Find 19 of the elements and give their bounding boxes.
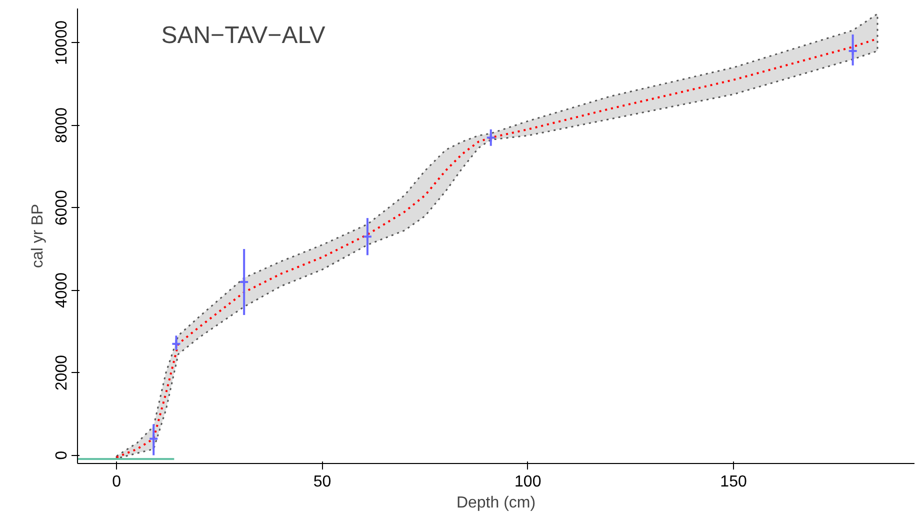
x-tick-label: 150: [720, 474, 747, 490]
y-tick-label: 2000: [54, 354, 70, 391]
y-tick-label: 0: [54, 450, 70, 460]
point: [362, 232, 372, 242]
y-axis-title: cal yr BP: [30, 204, 46, 268]
x-tick-label: 0: [112, 474, 122, 490]
point: [239, 276, 250, 287]
point: [148, 434, 159, 444]
point: [848, 46, 858, 56]
point: [171, 338, 182, 349]
x-tick-label: 100: [514, 474, 542, 490]
x-tick-label: 50: [313, 474, 332, 490]
y-tick-label: 6000: [54, 190, 70, 226]
text: SAN−TAV−ALV: [161, 22, 326, 50]
y-tick-label: 10000: [54, 20, 70, 65]
x-axis-title: Depth (cm): [456, 494, 536, 512]
point: [486, 132, 496, 143]
y-tick-label: 8000: [54, 107, 70, 144]
y-tick-label: 4000: [54, 272, 70, 308]
